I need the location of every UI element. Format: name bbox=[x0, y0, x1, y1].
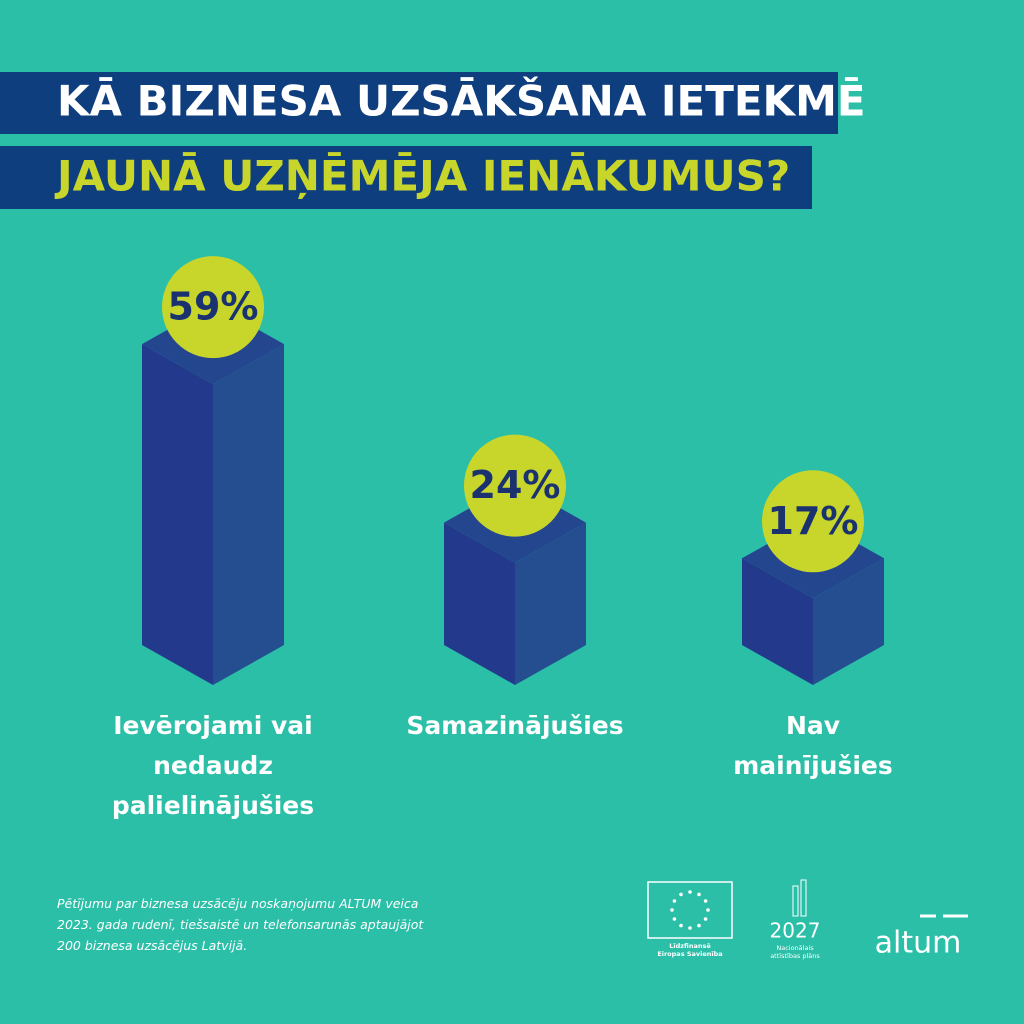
eu-star bbox=[697, 892, 701, 897]
value-badge bbox=[762, 470, 864, 573]
category-label: Nav mainījušies bbox=[733, 711, 893, 780]
bar-right-face bbox=[213, 344, 284, 685]
title-line: JAUNĀ UZŅĒMĒJA IENĀKUMUS? bbox=[54, 152, 790, 201]
title-line: KĀ BIZNESA UZSĀKŠANA IETEKMĒ bbox=[57, 76, 866, 126]
eu-star bbox=[703, 899, 708, 903]
eu-star bbox=[679, 923, 683, 928]
eu-caption: Līdzfinansē Eiropas Savienība bbox=[657, 942, 723, 958]
bar-right-face bbox=[515, 522, 586, 685]
bar-left-face bbox=[142, 344, 213, 685]
value-badge bbox=[162, 256, 264, 359]
eu-star bbox=[706, 908, 710, 912]
eu-star bbox=[672, 917, 677, 921]
category-label: Ievērojami vai nedaudz palielinājušies bbox=[111, 711, 315, 820]
value-label: 24% bbox=[470, 463, 561, 507]
eu-star bbox=[679, 892, 683, 897]
title-band bbox=[0, 146, 812, 209]
category-label: Samazinājušies bbox=[406, 711, 624, 740]
title-band bbox=[0, 72, 838, 134]
bar-right-face bbox=[813, 558, 884, 685]
eu-star bbox=[670, 908, 674, 912]
eu-flag bbox=[647, 881, 733, 939]
brand: altum bbox=[875, 926, 962, 961]
value-label: 59% bbox=[168, 285, 259, 329]
nap-mark bbox=[800, 879, 807, 917]
eu-star bbox=[703, 917, 708, 921]
eu-stars bbox=[670, 890, 710, 930]
footnote: Pētījumu par biznesa uzsācēju noskaņojum… bbox=[57, 896, 424, 953]
eu-star bbox=[688, 926, 692, 930]
value-label: 17% bbox=[768, 499, 859, 543]
nap-mark bbox=[792, 885, 799, 917]
eu-star bbox=[688, 890, 692, 894]
eu-star bbox=[672, 899, 677, 903]
value-badge bbox=[464, 434, 566, 537]
nap-caption: Nacionālais attīstības plāns bbox=[770, 944, 820, 960]
bar-left-face bbox=[444, 522, 515, 685]
nap-year: 2027 bbox=[770, 919, 821, 943]
eu-star bbox=[697, 923, 701, 928]
bar-left-face bbox=[742, 558, 813, 685]
